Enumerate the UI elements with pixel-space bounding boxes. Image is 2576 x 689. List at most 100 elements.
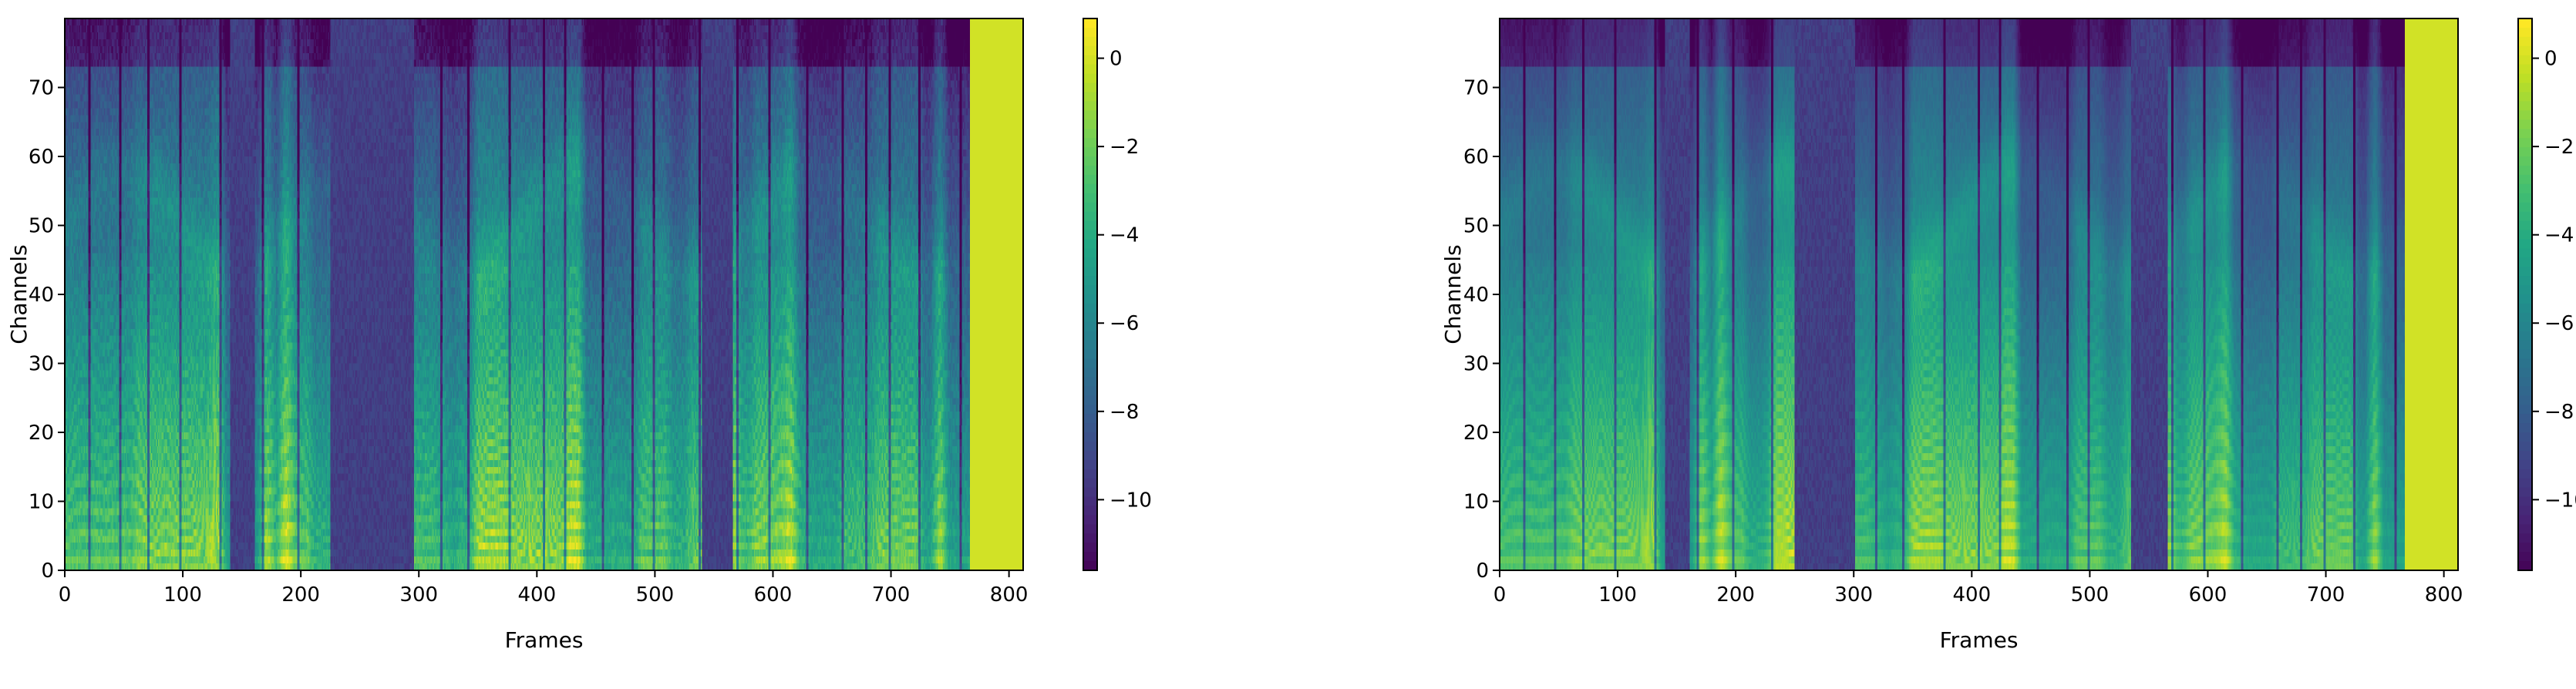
colorbar-segment	[1083, 432, 1097, 442]
colorbar-segment	[1083, 156, 1097, 166]
colorbar-segment	[2518, 276, 2532, 287]
colorbar-segment	[2518, 147, 2532, 157]
x-tick-label: 200	[1716, 583, 1755, 607]
colorbar-segment	[1083, 147, 1097, 157]
colorbar-segment	[1083, 496, 1097, 507]
colorbar-segment	[2518, 432, 2532, 442]
colorbar-frame	[1083, 18, 1098, 571]
colorbar-segment	[2518, 487, 2532, 498]
y-tick-label: 60	[29, 146, 54, 169]
colorbar-segment	[1083, 73, 1097, 84]
y-tick-label: 20	[29, 422, 54, 445]
colorbar-segment	[1083, 312, 1097, 323]
colorbar-segment	[1083, 202, 1097, 213]
colorbar-segment	[1083, 340, 1097, 351]
colorbar-segment	[1083, 267, 1097, 277]
colorbar-segment	[1083, 294, 1097, 304]
colorbar-segment	[2518, 524, 2532, 535]
colorbar-segment	[2518, 267, 2532, 277]
spectrogram-right-chart: 0 100 200 300 400 500 600 700 800010203040506070…	[1440, 18, 2576, 653]
heatmap-image	[1500, 18, 2458, 570]
colorbar-segment	[2518, 230, 2532, 240]
colorbar-segment	[2518, 340, 2532, 351]
colorbar-tick-label: −2	[1110, 136, 1139, 159]
x-tick-label: 0	[1493, 583, 1507, 607]
colorbar-tick-label: −6	[1110, 312, 1139, 335]
colorbar-segment	[1083, 543, 1097, 553]
x-tick-label: 100	[1598, 583, 1637, 607]
x-tick-label: 200	[281, 583, 320, 607]
colorbar-segment	[2518, 55, 2532, 66]
colorbar-segment	[1083, 45, 1097, 56]
x-tick-label: 700	[872, 583, 911, 607]
colorbar-segment	[2518, 257, 2532, 268]
colorbar-segment	[1083, 138, 1097, 149]
colorbar-segment	[1083, 220, 1097, 231]
colorbar-segment	[2518, 405, 2532, 415]
colorbar-segment	[2518, 18, 2532, 29]
colorbar-segment	[2518, 478, 2532, 489]
colorbar-segment	[2518, 423, 2532, 433]
colorbar-segment	[2518, 561, 2532, 571]
colorbar-segment	[1083, 349, 1097, 360]
x-tick-label: 300	[1834, 583, 1873, 607]
colorbar-segment	[1083, 386, 1097, 397]
y-tick-label: 10	[29, 491, 54, 514]
colorbar-segment	[1083, 377, 1097, 388]
colorbar-segment	[2518, 414, 2532, 425]
y-tick-label: 10	[1463, 491, 1489, 514]
colorbar-tick-label: −10	[1110, 489, 1152, 512]
colorbar-segment	[2518, 331, 2532, 341]
colorbar-segment	[2518, 202, 2532, 213]
colorbar-segment	[1083, 368, 1097, 378]
colorbar-segment	[1083, 92, 1097, 103]
colorbar-segment	[1083, 395, 1097, 406]
colorbar-segment	[2518, 450, 2532, 461]
colorbar-segment	[2518, 294, 2532, 304]
colorbar-segment	[2518, 165, 2532, 176]
colorbar-tick-label: 0	[2544, 48, 2557, 71]
colorbar-segment	[2518, 321, 2532, 332]
colorbar-tick-label: −8	[1110, 401, 1139, 424]
colorbar-segment	[1083, 515, 1097, 526]
colorbar-tick-label: −2	[2544, 136, 2574, 159]
colorbar-segment	[2518, 358, 2532, 369]
colorbar-segment	[2518, 129, 2532, 139]
colorbar-segment	[2518, 533, 2532, 544]
colorbar-segment	[1083, 27, 1097, 38]
colorbar-tick-label: −6	[2544, 312, 2574, 335]
heatmap-image	[65, 18, 1023, 570]
colorbar-segment	[2518, 386, 2532, 397]
x-tick-label: 500	[636, 583, 675, 607]
colorbar-segment	[2518, 395, 2532, 406]
x-tick-label: 800	[2425, 583, 2463, 607]
colorbar-segment	[2518, 27, 2532, 38]
colorbar-segment	[1083, 174, 1097, 185]
colorbar-segment	[1083, 303, 1097, 314]
colorbar-segment	[1083, 211, 1097, 222]
colorbar-segment	[1083, 64, 1097, 75]
y-tick-label: 0	[1476, 560, 1489, 583]
colorbar-segment	[1083, 414, 1097, 425]
colorbar-segment	[1083, 55, 1097, 66]
y-tick-label: 30	[29, 353, 54, 376]
colorbar-segment	[2518, 368, 2532, 378]
colorbar-segment	[2518, 303, 2532, 314]
colorbar-segment	[2518, 248, 2532, 259]
colorbar-segment	[1083, 561, 1097, 571]
colorbar-segment	[2518, 119, 2532, 130]
colorbar-segment	[1083, 506, 1097, 516]
y-tick-label: 50	[29, 215, 54, 238]
spectrogram-right-panel: 0 100 200 300 400 500 600 700 800 0 10 20 30 40 50 60 70…	[1434, 0, 2576, 689]
colorbar-tick-label: −10	[2544, 489, 2576, 512]
colorbar-segment	[2518, 496, 2532, 507]
colorbar-segment	[1083, 101, 1097, 112]
colorbar-tick-label: −4	[1110, 224, 1139, 247]
colorbar-segment	[1083, 533, 1097, 544]
colorbar-segment	[2518, 82, 2532, 93]
x-tick-label: 500	[2071, 583, 2110, 607]
colorbar-segment	[1083, 405, 1097, 415]
colorbar-segment	[1083, 459, 1097, 470]
colorbar-segment	[1083, 183, 1097, 194]
y-axis-label: Channels	[1440, 244, 1466, 344]
